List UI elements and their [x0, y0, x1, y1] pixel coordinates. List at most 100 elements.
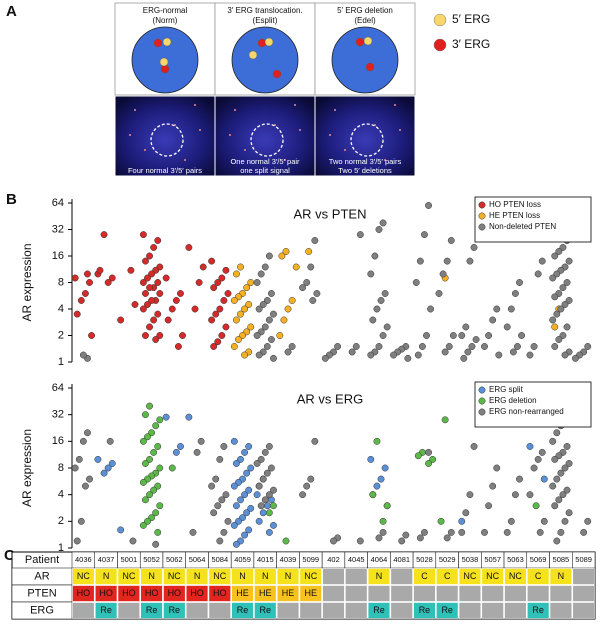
data-point [263, 297, 271, 304]
data-point [144, 274, 151, 282]
data-point [104, 464, 112, 472]
status-cell [254, 585, 277, 602]
data-point [152, 509, 160, 517]
data-point [472, 336, 480, 343]
legend-label: Non-deleted PTEN [489, 222, 556, 231]
status-label: Re [237, 605, 249, 615]
status-label: NC [77, 571, 90, 581]
data-point [86, 279, 93, 286]
y-tick-label: 16 [52, 435, 64, 447]
status-cell [94, 602, 118, 619]
patient-id: 5001 [121, 555, 138, 564]
data-point [150, 486, 158, 494]
data-point [189, 528, 197, 536]
data-point [77, 517, 85, 525]
data-point [559, 244, 567, 251]
data-point [139, 478, 147, 486]
data-point [421, 231, 428, 239]
data-point [265, 443, 273, 450]
micrograph-caption: Two normal 3′/5′ pairs [329, 157, 402, 166]
y-tick-label: 32 [52, 409, 64, 421]
data-point [73, 310, 81, 318]
row-label: ERG [30, 604, 54, 616]
data-point [538, 448, 546, 456]
probe-dot [355, 37, 365, 47]
data-point [518, 332, 526, 339]
data-point [549, 274, 557, 282]
data-point [162, 274, 170, 282]
patient-id: 5085 [553, 555, 570, 564]
data-point [230, 482, 238, 490]
legend-label: ERG deletion [489, 396, 537, 405]
data-point [412, 279, 420, 286]
data-point [485, 332, 493, 339]
data-point [441, 416, 449, 424]
data-point [214, 338, 222, 346]
data-point [270, 486, 277, 494]
status-cell [367, 602, 391, 619]
status-label: NC [122, 571, 135, 581]
data-point [493, 305, 501, 313]
data-point [563, 486, 571, 494]
status-label: NC [304, 571, 317, 581]
data-point [565, 257, 573, 265]
status-cell [572, 568, 595, 585]
data-point [540, 517, 548, 525]
data-point [224, 517, 232, 525]
data-point [222, 323, 230, 331]
schematic-subtitle: (Esplit) [253, 16, 278, 25]
data-point [144, 517, 151, 525]
data-point [270, 310, 277, 318]
legend-label: ERG non-rearranged [489, 407, 564, 416]
data-point [307, 263, 315, 271]
legend-label: HE PTEN loss [489, 211, 540, 220]
data-point [148, 429, 156, 437]
status-cell [208, 585, 231, 602]
data-point [214, 279, 222, 286]
legend-label: ERG split [489, 385, 524, 394]
data-point [131, 301, 139, 308]
status-cell [208, 602, 231, 619]
data-point [81, 290, 89, 297]
data-point [81, 482, 89, 490]
status-cell [436, 568, 459, 585]
micro-speck [134, 109, 136, 111]
data-point [445, 343, 453, 350]
data-point [129, 537, 137, 545]
data-point [356, 537, 364, 545]
data-point [108, 274, 116, 282]
data-point [551, 252, 559, 260]
data-point [383, 502, 391, 510]
data-point [237, 455, 244, 463]
status-label: HO [122, 588, 136, 598]
data-point [375, 226, 383, 233]
status-cell [140, 602, 163, 619]
data-point [218, 274, 226, 282]
data-point [276, 332, 284, 339]
micro-speck [394, 104, 396, 106]
status-cell [458, 585, 482, 602]
status-label: N [148, 571, 155, 581]
status-label: Re [419, 605, 431, 615]
data-point [443, 257, 451, 265]
data-point [460, 354, 468, 362]
patient-id: 4039 [280, 555, 297, 564]
micrograph-caption: Four normal 3′/5′ pairs [128, 166, 202, 175]
patient-id: 5084 [211, 555, 228, 564]
status-cell [549, 568, 573, 585]
data-point [152, 422, 160, 430]
data-point [146, 402, 153, 410]
status-label: Re [373, 605, 385, 615]
data-point [224, 290, 232, 297]
micrograph-caption: one split signal [240, 166, 290, 175]
data-point [441, 348, 449, 356]
data-point [255, 305, 263, 313]
status-label: NC [509, 571, 522, 581]
data-point [154, 279, 162, 286]
schematic-subtitle: (Norm) [153, 16, 178, 25]
data-point [435, 290, 443, 297]
data-point [216, 455, 224, 463]
data-point [243, 469, 251, 477]
status-label: HE [305, 588, 318, 598]
data-point [398, 537, 406, 545]
